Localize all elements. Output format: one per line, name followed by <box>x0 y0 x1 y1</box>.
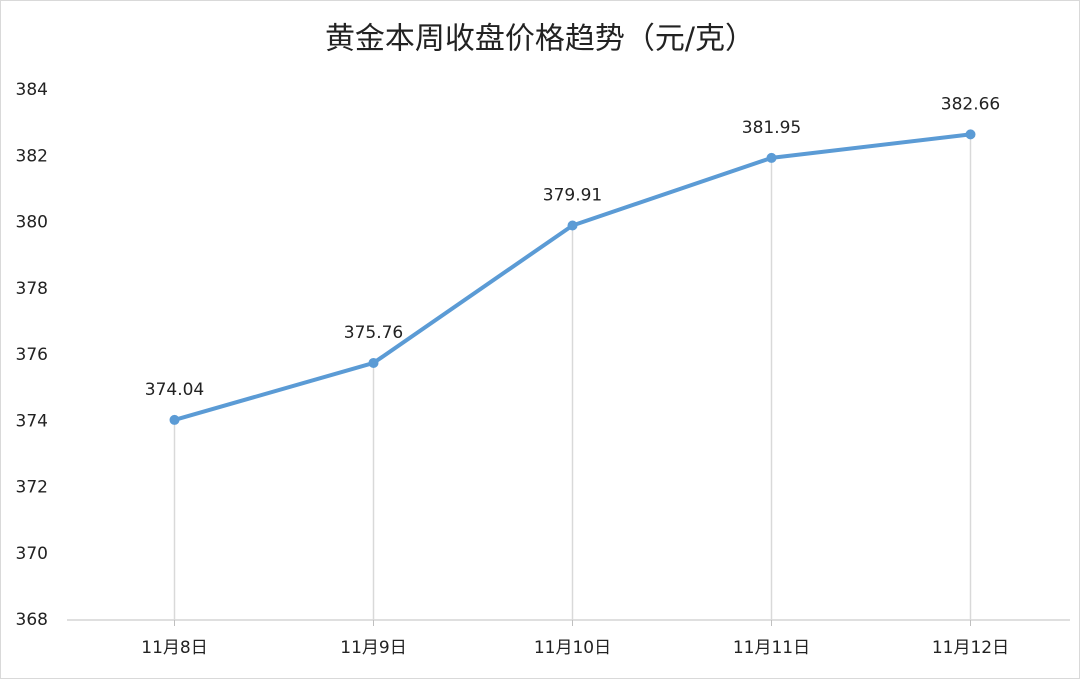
y-tick-label: 378 <box>16 279 48 299</box>
data-label: 379.91 <box>543 185 602 205</box>
y-tick-label: 374 <box>16 411 48 431</box>
x-tick-label: 11月11日 <box>733 638 810 658</box>
data-label: 381.95 <box>742 118 801 138</box>
data-label: 375.76 <box>344 323 403 343</box>
marker <box>965 129 976 140</box>
marker <box>169 414 180 425</box>
x-tick-label: 11月9日 <box>340 638 406 658</box>
y-tick-label: 368 <box>16 610 48 630</box>
marker <box>766 152 777 163</box>
y-tick-label: 372 <box>16 478 48 498</box>
x-tick-label: 11月10日 <box>534 638 611 658</box>
data-label: 382.66 <box>941 94 1000 114</box>
x-tick-label: 11月12日 <box>932 638 1009 658</box>
chart-title: 黄金本周收盘价格趋势（元/克） <box>325 22 755 57</box>
y-tick-label: 380 <box>16 213 48 233</box>
data-label: 374.04 <box>145 380 204 400</box>
marker <box>368 357 379 368</box>
x-tick-label: 11月8日 <box>141 638 207 658</box>
y-tick-label: 382 <box>16 146 48 166</box>
y-tick-label: 370 <box>16 544 48 564</box>
y-tick-label: 376 <box>16 345 48 365</box>
marker <box>567 220 578 231</box>
y-tick-label: 384 <box>16 80 48 100</box>
